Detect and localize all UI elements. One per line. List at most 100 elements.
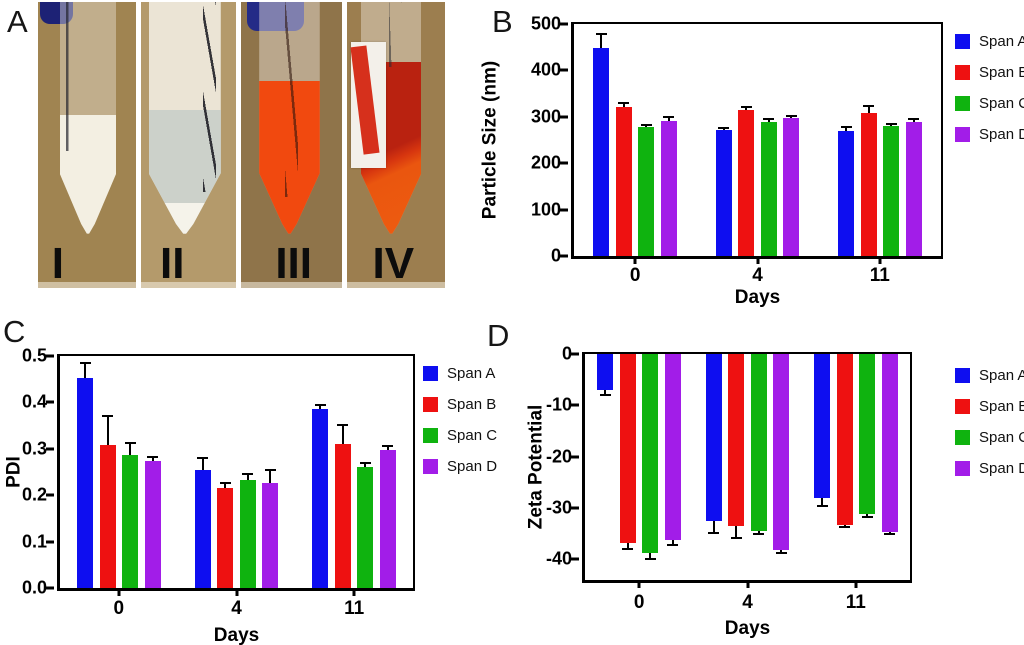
bar-span-b-day-4 (728, 354, 745, 527)
bar-span-b-day-0 (619, 354, 636, 544)
error-bar-stem (386, 446, 389, 452)
error-bar-stem (767, 119, 770, 125)
y-tick-label: 0 (561, 343, 572, 364)
bar-span-a-day-0 (77, 378, 94, 588)
error-bar-cap (885, 122, 897, 125)
bar-span-c-day-4 (239, 479, 256, 588)
bar-span-b-day-11 (860, 113, 877, 256)
error-bar-stem (912, 118, 915, 125)
error-bar-stem (757, 528, 760, 534)
graduation-marks (388, 2, 402, 67)
error-bar-stem (745, 107, 748, 112)
error-bar-stem (201, 457, 204, 473)
error-bar-stem (246, 473, 249, 482)
x-tick-mark (637, 580, 641, 588)
error-bar-stem (843, 522, 846, 528)
bar-span-c-day-11 (883, 125, 900, 256)
tube-numeral: III (275, 239, 313, 288)
error-bar-cap (197, 456, 209, 459)
legend-item: Span B (955, 57, 1024, 88)
error-bar-stem (604, 387, 607, 396)
legend-item: Span A (423, 358, 497, 389)
bar-span-c-day-0 (122, 455, 139, 588)
panel-b-label: B (492, 4, 513, 39)
legend: Span A Span B Span C Span D (423, 358, 497, 482)
graduation-marks (66, 2, 80, 152)
y-axis-title: PDI (3, 456, 25, 488)
y-tick-mark (46, 354, 54, 358)
legend-swatch-icon (423, 459, 438, 474)
error-bar-cap (718, 127, 730, 130)
y-tick-mark (571, 455, 579, 459)
bar-span-d-day-4 (783, 118, 800, 256)
y-tick-mark (46, 540, 54, 544)
error-bar-cap (124, 442, 136, 445)
error-bar-stem (341, 425, 344, 446)
y-tick-mark (571, 557, 579, 561)
legend-label: Span A (979, 33, 1024, 50)
bar-span-d-day-11 (905, 122, 922, 256)
legend-item: Span A (955, 360, 1024, 391)
bar-span-b-day-11 (334, 443, 351, 588)
y-tick-label: 300 (530, 106, 561, 127)
x-tick-mark (235, 588, 238, 596)
bar-span-b-day-0 (615, 106, 632, 256)
bar-span-c-day-4 (760, 122, 777, 256)
tube-sticker-label (350, 42, 387, 168)
y-tick-label: 200 (530, 152, 561, 173)
error-bar-cap (839, 526, 851, 529)
error-bar-cap (337, 424, 349, 427)
error-bar-stem (600, 34, 603, 51)
bar-span-a-day-11 (838, 130, 855, 256)
y-tick-label: 0.1 (21, 531, 47, 552)
x-tick-label: 11 (344, 598, 365, 619)
y-tick-label: 100 (530, 199, 561, 220)
error-bar-cap (622, 547, 634, 550)
bar-span-a-day-0 (597, 354, 614, 390)
error-bar-stem (151, 456, 154, 463)
y-tick-label: -20 (545, 446, 572, 467)
y-tick-label: 500 (530, 13, 561, 34)
y-tick-mark (46, 447, 54, 451)
x-tick-mark (746, 580, 749, 588)
y-tick-mark (560, 68, 568, 72)
legend-label: Span B (447, 396, 497, 413)
bar-span-a-day-0 (593, 48, 610, 256)
error-bar-stem (866, 512, 869, 517)
error-bar-stem (712, 519, 715, 533)
error-bar-cap (242, 472, 254, 475)
error-bar-cap (785, 114, 797, 117)
error-bar-stem (645, 124, 648, 130)
tube-numeral: IV (372, 239, 415, 288)
error-bar-cap (219, 482, 231, 485)
error-bar-cap (359, 462, 371, 465)
legend-swatch-icon (955, 65, 970, 80)
bar-span-a-day-11 (814, 354, 831, 499)
error-bar-cap (667, 543, 679, 546)
legend: Span A Span B Span C Span D (955, 26, 1024, 150)
graduation-marks (284, 2, 298, 198)
error-bar-cap (102, 415, 114, 418)
legend-label: Span D (979, 126, 1024, 143)
x-tick-label: 4 (752, 265, 763, 286)
error-bar-cap (382, 445, 394, 448)
x-axis-title: Days (213, 625, 260, 645)
bar-span-d-day-11 (881, 354, 898, 532)
bar-span-a-day-11 (312, 409, 329, 588)
error-bar-stem (790, 115, 793, 121)
legend-swatch-icon (955, 96, 970, 111)
legend-swatch-icon (955, 430, 970, 445)
error-bar-stem (671, 537, 674, 545)
x-tick-label: 4 (231, 598, 242, 619)
error-bar-cap (816, 504, 828, 507)
bar-span-a-day-4 (194, 470, 211, 588)
x-tick-label: 0 (633, 592, 645, 613)
y-tick-mark (46, 400, 54, 404)
bar-span-d-day-4 (773, 354, 790, 550)
legend-label: Span C (979, 95, 1024, 112)
legend-label: Span C (979, 429, 1024, 446)
legend-label: Span D (447, 458, 498, 475)
error-bar-stem (106, 416, 109, 448)
panel-a-label: A (7, 4, 28, 39)
